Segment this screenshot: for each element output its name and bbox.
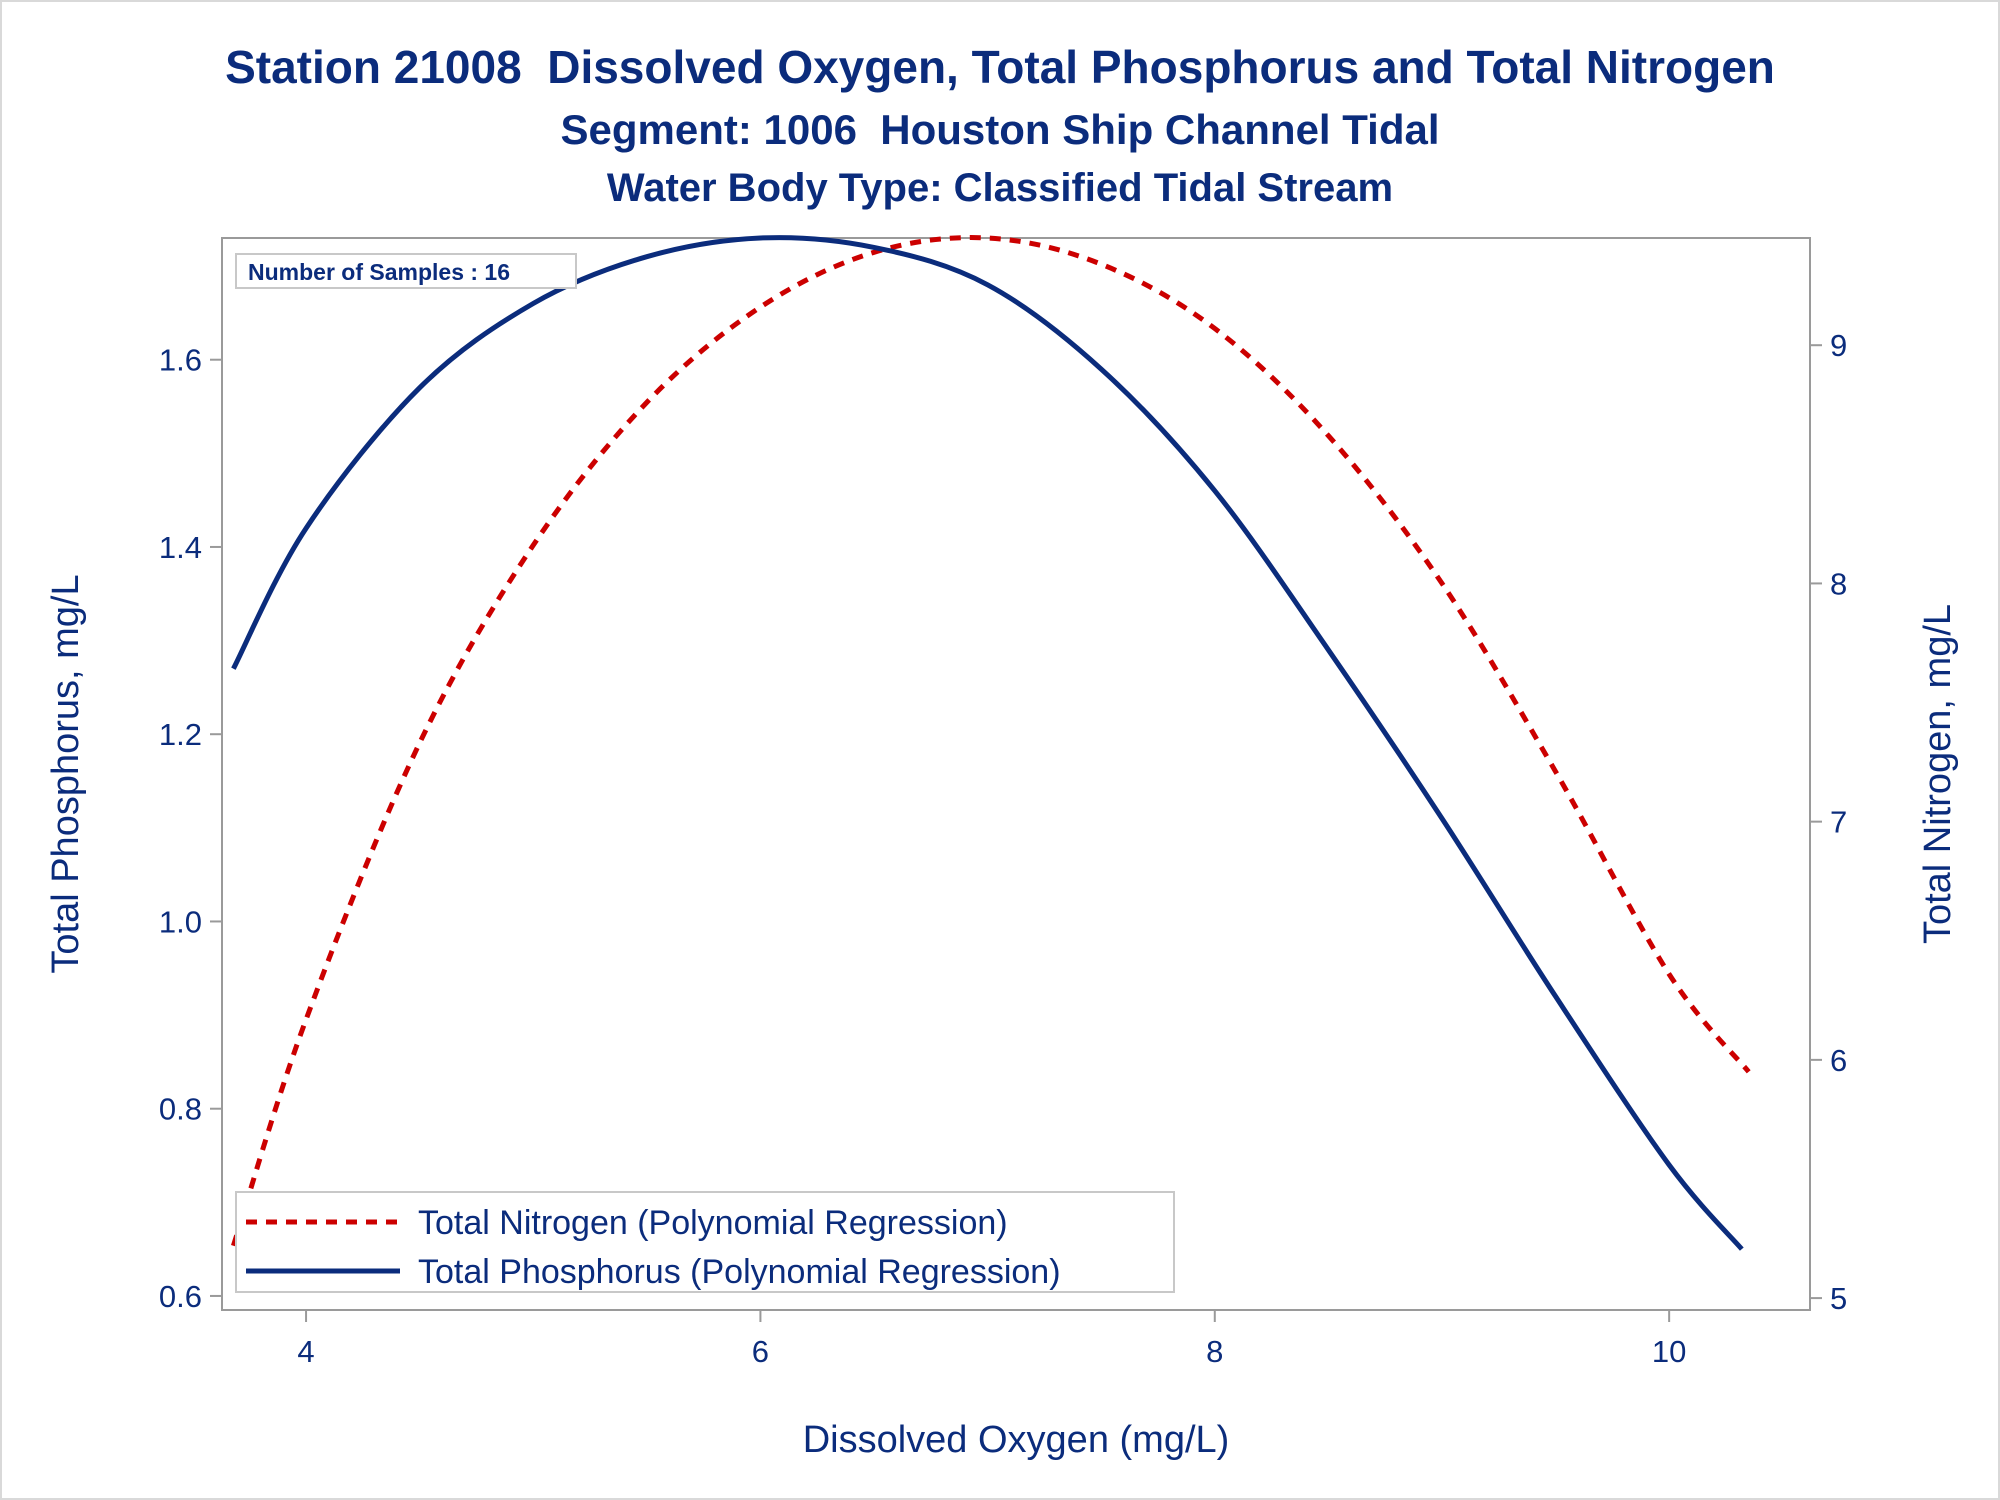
y-tick-label-right: 6: [1830, 1043, 1847, 1078]
x-tick-label: 4: [297, 1334, 314, 1369]
y-tick-label-right: 8: [1830, 566, 1847, 601]
legend-frame: [235, 1191, 1175, 1293]
chart-subtitle: Segment: 1006 Houston Ship Channel Tidal: [560, 106, 1440, 153]
sample-count-box: Number of Samples : 16: [235, 253, 577, 289]
plot-area: [221, 237, 1811, 1311]
y-tick-label-left: 1.6: [159, 343, 202, 378]
sample-count-text: Number of Samples : 16: [248, 259, 510, 285]
y-tick-label-right: 5: [1830, 1281, 1847, 1316]
series-line-total-nitrogen: [231, 235, 1751, 1247]
y-tick-label-right: 7: [1830, 805, 1847, 840]
x-axis-label: Dissolved Oxygen (mg/L): [803, 1419, 1230, 1461]
x-tick-label: 6: [752, 1334, 769, 1369]
legend-label-nitrogen: Total Nitrogen (Polynomial Regression): [418, 1204, 1008, 1242]
chart-subtitle-2: Water Body Type: Classified Tidal Stream: [606, 166, 1394, 210]
legend: Total Nitrogen (Polynomial Regression) T…: [235, 1191, 1175, 1293]
axes: 4 6 8 10 0.6 0.8 1.0 1.2 1.4 1.6 5 6 7 8 9: [159, 328, 1847, 1369]
sample-count-frame: [235, 253, 577, 289]
y-tick-label-right: 9: [1830, 328, 1847, 363]
y-tick-label-left: 1.4: [159, 530, 202, 565]
y-axis-label-right: Total Nitrogen, mg/L: [1917, 604, 1959, 944]
y-tick-label-left: 0.6: [159, 1279, 202, 1314]
legend-label-phosphorus: Total Phosphorus (Polynomial Regression): [418, 1253, 1061, 1291]
y-axis-label-left: Total Phosphorus, mg/L: [45, 574, 87, 973]
chart-title: Station 21008 Dissolved Oxygen, Total Ph…: [225, 41, 1775, 93]
series-line-total-phosphorus: [231, 235, 1744, 1251]
y-tick-label-left: 1.0: [159, 904, 202, 939]
x-tick-label: 10: [1652, 1334, 1686, 1369]
y-tick-label-left: 1.2: [159, 717, 202, 752]
y-tick-label-left: 0.8: [159, 1092, 202, 1127]
x-tick-label: 8: [1206, 1334, 1223, 1369]
series-layer: [231, 235, 1751, 1251]
